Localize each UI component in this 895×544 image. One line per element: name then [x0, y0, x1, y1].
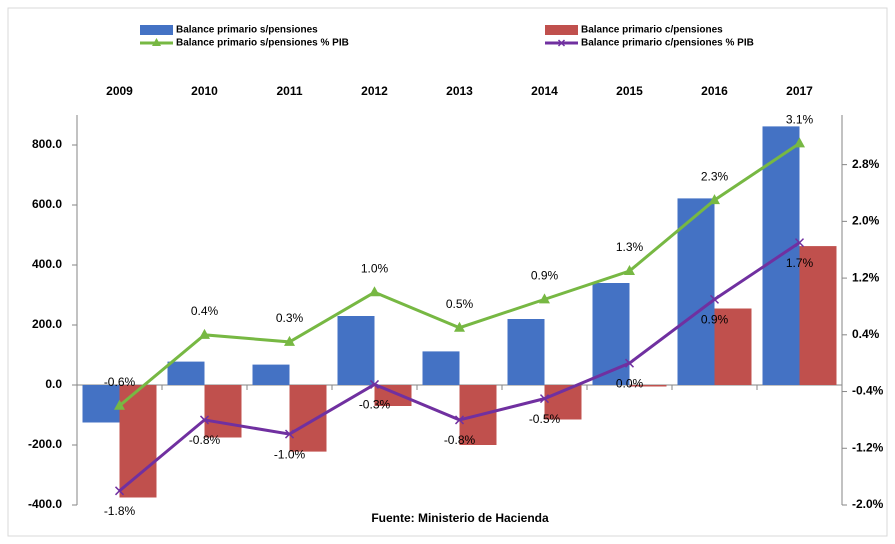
x-tick-label: 2014 — [531, 84, 558, 98]
bar — [337, 316, 375, 385]
marker — [369, 286, 380, 297]
y2-tick-label: 1.2% — [852, 270, 880, 284]
source-note: Fuente: Ministerio de Hacienda — [371, 511, 549, 525]
y-tick-label: -400.0 — [28, 497, 62, 511]
legend-swatch — [140, 25, 173, 35]
marker — [624, 358, 635, 368]
marker — [539, 394, 550, 404]
data-label: 0.3% — [276, 311, 304, 325]
bar — [507, 319, 545, 385]
y-tick-label: 0.0 — [45, 377, 62, 391]
bar — [422, 351, 460, 385]
x-tick-label: 2011 — [276, 84, 302, 98]
marker — [284, 429, 295, 439]
marker — [199, 415, 210, 425]
x-tick-label: 2010 — [191, 84, 218, 98]
y2-tick-label: 2.8% — [852, 157, 880, 171]
legend-marker — [557, 39, 566, 47]
y2-tick-label: -0.4% — [852, 384, 884, 398]
data-label: 1.3% — [616, 240, 644, 254]
data-label: -0.8% — [444, 433, 476, 447]
data-label: 1.7% — [786, 256, 814, 270]
data-label: 0.0% — [616, 376, 644, 390]
legend-label: Balance primario c/pensiones % PIB — [581, 38, 754, 49]
marker — [709, 194, 720, 205]
data-label: -1.8% — [104, 504, 136, 518]
bar — [677, 198, 715, 385]
marker — [114, 486, 125, 496]
data-label: -0.8% — [189, 433, 221, 447]
data-label: 0.9% — [701, 313, 729, 327]
y-tick-label: 200.0 — [32, 317, 62, 331]
data-label: 2.3% — [701, 169, 729, 183]
legend-label: Balance primario c/pensiones — [581, 25, 723, 36]
data-label: 0.5% — [446, 297, 474, 311]
bar — [204, 385, 242, 438]
x-tick-label: 2009 — [106, 84, 133, 98]
marker — [114, 399, 125, 410]
data-label: 3.1% — [786, 113, 814, 127]
x-tick-label: 2016 — [701, 84, 728, 98]
x-tick-label: 2013 — [446, 84, 473, 98]
marker — [369, 379, 380, 389]
y2-tick-label: -1.2% — [852, 440, 884, 454]
marker — [709, 294, 720, 304]
data-label: -0.6% — [104, 375, 136, 389]
y2-tick-label: 2.0% — [852, 214, 880, 228]
data-label: -0.5% — [529, 412, 561, 426]
bar — [714, 308, 752, 385]
x-tick-label: 2017 — [786, 84, 813, 98]
marker — [284, 335, 295, 346]
data-label: 0.9% — [531, 269, 559, 283]
data-label: -0.3% — [359, 398, 391, 412]
marker — [199, 328, 210, 339]
legend-label: Balance primario s/pensiones % PIB — [176, 38, 349, 49]
bar — [592, 283, 630, 385]
marker — [454, 415, 465, 425]
x-tick-label: 2015 — [616, 84, 643, 98]
bar — [167, 361, 205, 385]
x-tick-label: 2012 — [361, 84, 388, 98]
y-tick-label: -200.0 — [28, 437, 62, 451]
bar — [289, 385, 327, 452]
y2-tick-label: 0.4% — [852, 327, 880, 341]
bar — [82, 385, 120, 423]
marker — [539, 293, 550, 304]
legend-marker — [152, 38, 161, 46]
legend-swatch — [545, 25, 578, 35]
data-label: 0.4% — [191, 304, 219, 318]
y2-tick-label: -2.0% — [852, 497, 884, 511]
data-label: 1.0% — [361, 261, 389, 275]
data-label: -1.0% — [274, 447, 306, 461]
marker — [454, 321, 465, 332]
bar — [252, 364, 290, 385]
bar — [374, 385, 412, 406]
marker — [794, 137, 805, 148]
legend-label: Balance primario s/pensiones — [176, 25, 318, 36]
bar — [799, 246, 837, 385]
marker — [794, 238, 805, 248]
y-tick-label: 400.0 — [32, 257, 62, 271]
y-tick-label: 600.0 — [32, 197, 62, 211]
y-tick-label: 800.0 — [32, 137, 62, 151]
bar — [119, 385, 157, 498]
marker — [624, 265, 635, 275]
bar — [629, 385, 667, 387]
